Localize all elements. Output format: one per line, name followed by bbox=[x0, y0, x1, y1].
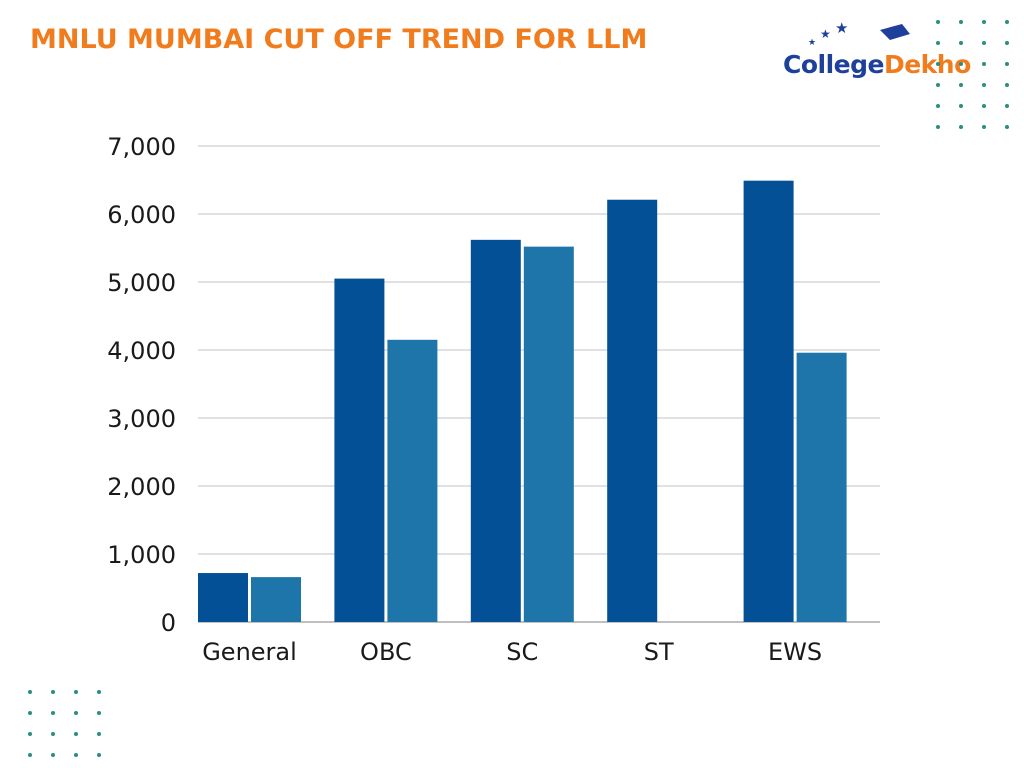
decor-dot bbox=[97, 732, 101, 736]
decor-dot bbox=[1005, 83, 1009, 87]
decor-dot bbox=[982, 104, 986, 108]
y-tick-label: 5,000 bbox=[107, 269, 176, 297]
decor-dot bbox=[982, 41, 986, 45]
y-tick-label: 4,000 bbox=[107, 337, 176, 365]
bar-general-series1 bbox=[198, 573, 248, 622]
decor-dot bbox=[959, 104, 963, 108]
logo-star-icon: ★ bbox=[808, 38, 816, 48]
decor-dot bbox=[28, 732, 32, 736]
bar-obc-series1 bbox=[334, 278, 385, 622]
decor-dot bbox=[982, 62, 986, 66]
decor-dot bbox=[936, 104, 940, 108]
decor-dot bbox=[74, 711, 78, 715]
decor-dot bbox=[51, 732, 55, 736]
decor-dot bbox=[959, 125, 963, 129]
decor-dot bbox=[959, 41, 963, 45]
decor-dot bbox=[74, 753, 78, 757]
decor-dot bbox=[97, 690, 101, 694]
x-tick-label: EWS bbox=[768, 638, 822, 666]
decor-dot bbox=[982, 20, 986, 24]
x-tick-label: General bbox=[202, 638, 297, 666]
chart-title: MNLU MUMBAI CUT OFF TREND FOR LLM bbox=[30, 24, 648, 55]
decor-dot bbox=[936, 62, 940, 66]
logo-star-icon: ★ bbox=[820, 27, 831, 41]
decor-dot bbox=[982, 125, 986, 129]
decor-dot bbox=[959, 62, 963, 66]
decor-dot bbox=[1005, 104, 1009, 108]
decor-dot bbox=[1005, 62, 1009, 66]
collegedekho-logo: CollegeDekho bbox=[783, 50, 971, 79]
decor-dot bbox=[959, 20, 963, 24]
graduation-cap-icon bbox=[880, 24, 910, 40]
decor-dot bbox=[51, 690, 55, 694]
decor-dot bbox=[936, 20, 940, 24]
decor-dot bbox=[982, 83, 986, 87]
bar-obc-series2 bbox=[387, 339, 438, 622]
y-tick-label: 6,000 bbox=[107, 201, 176, 229]
y-tick-label: 2,000 bbox=[107, 473, 176, 501]
decor-dot bbox=[97, 711, 101, 715]
bar-sc-series1 bbox=[470, 239, 521, 622]
bar-general-series2 bbox=[251, 577, 301, 622]
decor-dot bbox=[51, 711, 55, 715]
decor-dot bbox=[1005, 125, 1009, 129]
bar-ews-series1 bbox=[743, 180, 794, 622]
logo-text-dekho: Dekho bbox=[883, 50, 971, 79]
decor-dot bbox=[74, 690, 78, 694]
logo-star-icon: ★ bbox=[835, 19, 848, 37]
bar-ews-series2 bbox=[796, 352, 847, 622]
bar-st-series1 bbox=[607, 199, 658, 622]
bar-sc-series2 bbox=[523, 246, 574, 622]
decor-dot bbox=[28, 753, 32, 757]
decor-dot bbox=[28, 711, 32, 715]
y-tick-label: 1,000 bbox=[107, 541, 176, 569]
y-tick-label: 7,000 bbox=[107, 133, 176, 161]
x-tick-label: ST bbox=[644, 638, 674, 666]
y-tick-label: 0 bbox=[161, 609, 176, 637]
decor-dot bbox=[959, 83, 963, 87]
decor-dot bbox=[936, 125, 940, 129]
x-tick-label: OBC bbox=[360, 638, 412, 666]
logo-text-college: College bbox=[783, 50, 884, 79]
x-tick-label: SC bbox=[506, 638, 538, 666]
decor-dot bbox=[1005, 41, 1009, 45]
decor-dot bbox=[28, 690, 32, 694]
decor-dot bbox=[97, 753, 101, 757]
y-tick-label: 3,000 bbox=[107, 405, 176, 433]
decor-dot bbox=[74, 732, 78, 736]
decor-dot bbox=[936, 41, 940, 45]
decor-dot bbox=[936, 83, 940, 87]
decor-dot bbox=[51, 753, 55, 757]
decor-dot bbox=[1005, 20, 1009, 24]
